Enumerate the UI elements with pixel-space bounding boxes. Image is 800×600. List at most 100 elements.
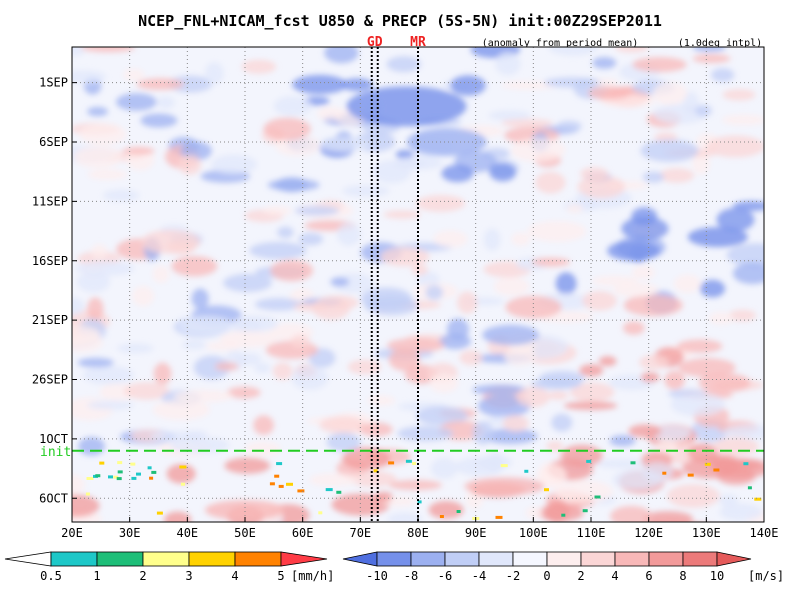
u850-anomaly-cell	[592, 57, 617, 69]
u850-anomaly-cell	[76, 271, 110, 293]
precip-mark	[687, 473, 694, 477]
precip-mark	[95, 474, 101, 478]
legend-swatch	[648, 551, 684, 567]
u850-anomaly-cell	[388, 348, 420, 371]
u850-anomaly-cell	[319, 137, 369, 152]
u850-anomaly-cell	[245, 441, 281, 457]
u850-anomaly-cell	[223, 273, 272, 292]
u850-anomaly-cell	[429, 373, 459, 393]
u850-anomaly-cell	[623, 294, 683, 317]
u850-anomaly-cell	[117, 343, 154, 354]
u850-anomaly-cell	[193, 355, 230, 380]
u850-anomaly-cell	[722, 114, 764, 125]
u850-anomaly-cell	[387, 512, 422, 522]
precip-mark	[754, 497, 762, 501]
precip-mark	[286, 482, 293, 486]
legend-swatch	[546, 551, 582, 567]
u850-anomaly-cell	[482, 324, 540, 346]
u850-anomaly-cell	[72, 47, 85, 56]
u850-anomaly-cell	[359, 422, 393, 437]
u850-anomaly-cell	[488, 110, 531, 121]
u850-anomaly-cell	[502, 415, 529, 432]
precip-mark	[116, 477, 122, 481]
y-tick-label: 26SEP	[32, 373, 68, 387]
u850-anomaly-cell	[309, 473, 359, 487]
u850-anomaly-cell	[178, 316, 235, 336]
u850-anomaly-cell	[292, 74, 347, 95]
u850-anomaly-cell	[167, 75, 213, 93]
precip-mark	[276, 462, 283, 466]
u850-anomaly-cell	[428, 501, 464, 519]
chart-note: (1.0deg intpl)	[678, 38, 762, 49]
x-tick-label: 50E	[234, 526, 256, 540]
u850-anomaly-cell	[254, 363, 271, 373]
u850-anomaly-cell	[295, 205, 340, 216]
precip-mark	[594, 495, 601, 499]
u850-anomaly-cell	[153, 362, 172, 385]
u850-anomaly-cell	[342, 185, 390, 197]
u850-anomaly-cell	[152, 399, 210, 420]
precip-mark	[412, 462, 417, 465]
precip-mark	[373, 469, 378, 473]
u850-anomaly-cell	[516, 386, 550, 408]
legend-label: -2	[506, 569, 520, 583]
u850-anomaly-cell	[483, 228, 501, 251]
u850-anomaly-cell	[270, 259, 314, 282]
u850-anomaly-cell	[464, 477, 545, 496]
u850-anomaly-cell	[511, 232, 530, 246]
u850-anomaly-cell	[173, 390, 234, 402]
u850-anomaly-cell	[291, 366, 329, 390]
legend-swatch	[4, 551, 52, 567]
precip-mark	[156, 511, 163, 515]
u850-anomaly-cell	[152, 266, 170, 283]
u850-anomaly-cell	[615, 47, 649, 53]
u850-anomaly-cell	[87, 297, 104, 321]
u850-anomaly-cell	[386, 56, 421, 73]
u850-anomaly-cell	[341, 78, 374, 92]
u850-anomaly-cell	[406, 128, 487, 156]
precip-mark	[713, 468, 720, 472]
legend-label: 0	[543, 569, 550, 583]
legend-swatch	[444, 551, 480, 567]
u850-anomaly-cell	[87, 106, 108, 117]
precip-mark	[561, 513, 566, 517]
u850-anomaly-cell	[579, 364, 604, 377]
u850-anomaly-cell	[723, 424, 764, 440]
u850-anomaly-cell	[670, 392, 726, 417]
u850-anomaly-cell	[136, 78, 184, 90]
u850-anomaly-cell	[81, 47, 136, 53]
u850-anomaly-cell	[123, 382, 170, 400]
u850-anomaly-cell	[140, 113, 178, 128]
legend-label: 5	[277, 569, 284, 583]
legend-unit: [mm/h]	[291, 569, 334, 583]
u850-anomaly-cell	[290, 334, 311, 348]
u850-anomaly-cell	[692, 47, 726, 52]
y-tick-label: 16SEP	[32, 254, 68, 268]
u850-anomaly-cell	[653, 82, 687, 106]
legend-swatch	[376, 551, 412, 567]
u850-anomaly-cell	[241, 59, 277, 74]
precip-mark	[318, 511, 323, 515]
u850-anomaly-cell	[397, 426, 454, 442]
precip-mark	[269, 482, 275, 486]
u850-anomaly-cell	[383, 210, 422, 219]
u850-anomaly-cell	[330, 277, 350, 287]
u850-anomaly-cell	[632, 266, 655, 279]
u850-anomaly-cell	[141, 229, 201, 254]
legend-label: 1	[93, 569, 100, 583]
x-tick-label: 90E	[465, 526, 487, 540]
u850-anomaly-cell	[347, 359, 382, 375]
precip-mark	[439, 515, 444, 518]
u850-anomaly-cell	[526, 507, 543, 519]
u850-anomaly-cell	[224, 457, 271, 474]
u850-anomaly-cell	[87, 169, 128, 180]
u850-legend: -10 -8 -6 -4 -2 0 2 4 6 8 10 [m/s]	[342, 551, 784, 583]
legend-swatch	[716, 551, 752, 567]
x-tick-label: 30E	[119, 526, 141, 540]
u850-anomaly-cell	[425, 285, 444, 300]
u850-anomaly-cell	[621, 216, 669, 241]
u850-anomaly-cell	[72, 297, 85, 315]
u850-anomaly-cell	[277, 226, 294, 239]
